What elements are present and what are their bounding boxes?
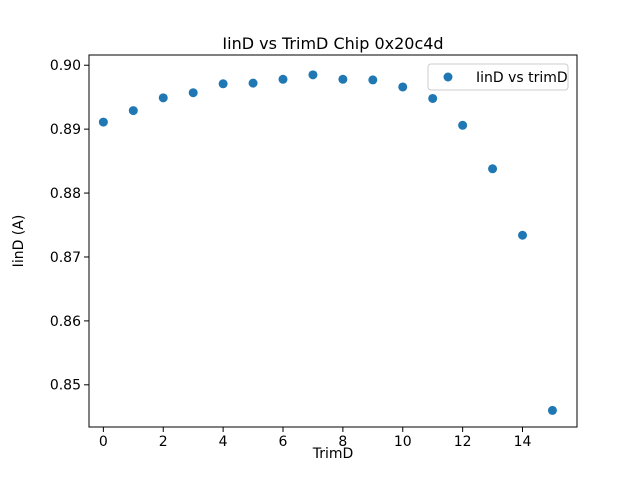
y-tick-label: 0.87 [50,250,81,266]
y-tick-label: 0.88 [50,186,81,202]
data-point [368,75,378,85]
data-point [458,120,468,130]
x-tick-label: 6 [279,434,288,450]
y-tick-label: 0.89 [50,122,81,138]
y-tick-label: 0.86 [50,314,81,330]
data-point [518,230,528,240]
legend-box [427,63,569,91]
data-point [158,93,168,103]
data-point [248,78,258,88]
legend-label: IinD vs trimD [476,70,568,86]
x-tick-label: 8 [338,434,347,450]
data-points [98,70,557,415]
x-tick-label: 10 [394,434,412,450]
x-tick-label: 4 [219,434,228,450]
x-tick-label: 0 [99,434,108,450]
data-point [398,82,408,92]
data-point [488,164,498,174]
data-point [428,93,438,103]
y-axis-label: IinD (A) [11,215,27,268]
x-tick-label: 12 [454,434,472,450]
x-tick-label: 2 [159,434,168,450]
y-tick-label: 0.90 [50,58,81,74]
plot-border [88,54,578,428]
data-point [547,405,557,415]
data-point [308,70,318,80]
x-axis-label: TrimD [312,446,354,462]
data-point [188,88,198,98]
data-point [98,117,108,127]
x-tick-label: 14 [514,434,532,450]
y-axis-ticks: 0.85 0.86 0.87 0.88 0.89 0.90 [50,58,89,394]
data-point [128,106,138,116]
y-tick-label: 0.85 [50,378,81,394]
data-point [218,79,228,89]
data-point [278,74,288,84]
legend: IinD vs trimD [427,63,569,91]
legend-circle-icon [443,72,453,82]
x-axis-ticks: 0 2 4 6 8 10 12 14 [99,427,532,450]
data-point [338,74,348,84]
chart-title: IinD vs TrimD Chip 0x20c4d [222,34,443,53]
